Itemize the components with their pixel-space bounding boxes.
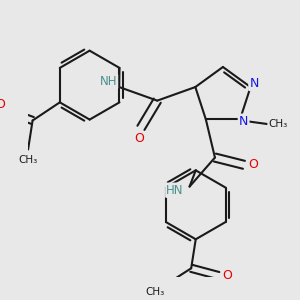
Text: N: N	[250, 77, 259, 90]
Text: CH₃: CH₃	[18, 155, 38, 165]
Text: NH: NH	[100, 75, 117, 88]
Text: CH₃: CH₃	[268, 119, 288, 129]
Text: CH₃: CH₃	[145, 287, 165, 297]
Text: O: O	[0, 98, 5, 111]
Text: O: O	[223, 269, 232, 282]
Text: HN: HN	[166, 184, 184, 197]
Text: N: N	[239, 115, 248, 128]
Text: O: O	[248, 158, 258, 171]
Text: O: O	[134, 132, 144, 145]
